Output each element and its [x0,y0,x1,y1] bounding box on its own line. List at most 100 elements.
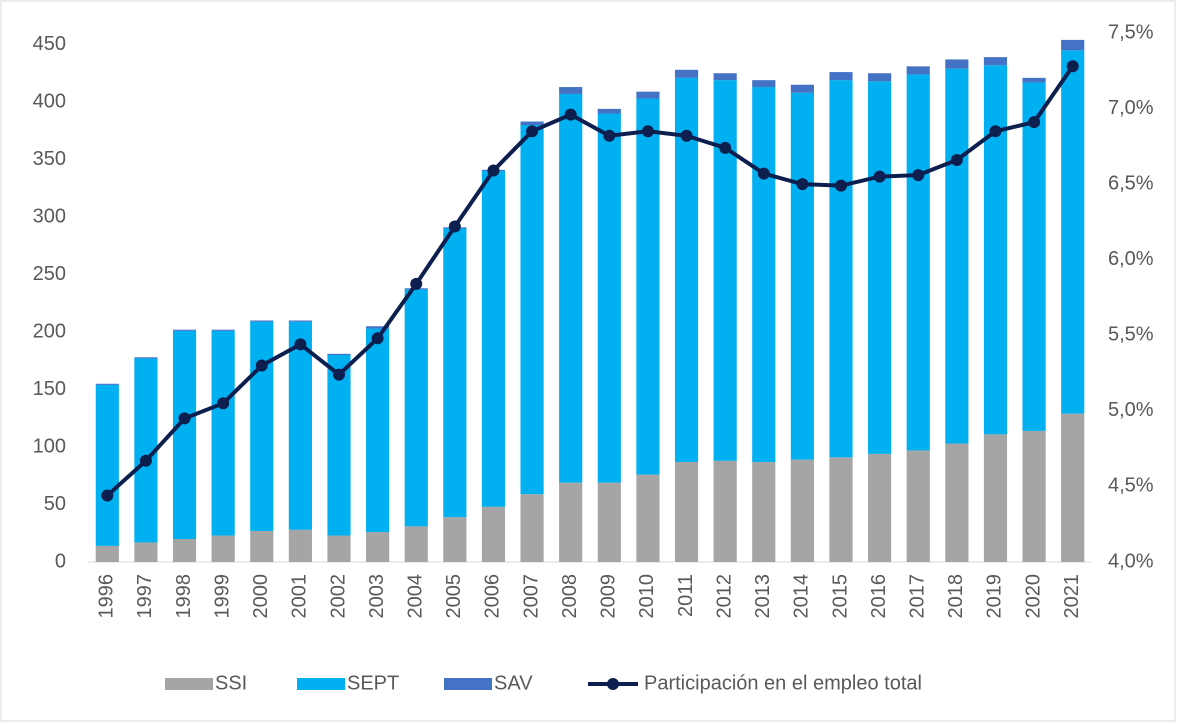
bar [559,482,583,562]
bar [906,450,930,562]
line-marker [835,179,847,192]
bar [597,482,621,562]
bar [636,98,660,475]
line-marker [603,129,616,142]
bar [520,121,544,125]
x-tick-label: 2014 [791,574,813,619]
bar [945,68,969,444]
bar [829,457,853,562]
bar [288,529,312,562]
bar [752,87,776,462]
x-tick-label: 2006 [482,574,504,619]
y-tick-label: 50 [44,493,66,515]
x-tick-label: 2004 [405,574,427,619]
line-marker [101,489,114,502]
y2-tick-label: 6,0% [1108,248,1154,270]
x-tick-label: 2000 [250,574,272,619]
bar [945,59,969,69]
bar [327,353,351,355]
x-tick-label: 1999 [211,574,233,619]
bar [134,358,158,543]
x-tick-label: 2013 [752,574,774,619]
bar [134,357,158,359]
bar [559,93,583,483]
line-marker [1028,116,1041,129]
legend-swatch-marker [607,678,619,690]
x-tick-label: 2012 [713,574,735,619]
line-marker [487,164,500,177]
line-marker [680,129,693,142]
bar [211,329,235,331]
legend-swatch [297,678,345,690]
bar [288,321,312,530]
line-marker [719,141,732,154]
line-marker [255,359,268,372]
bar [95,383,119,385]
line-marker [294,338,307,351]
bar [172,330,197,539]
bar [674,69,699,78]
y2-tick-label: 7,5% [1108,21,1154,43]
bar [906,66,930,75]
bar [211,330,235,536]
y-tick-label: 450 [33,33,66,55]
x-tick-label: 1998 [173,574,195,619]
line-marker [333,368,345,381]
x-tick-label: 2009 [598,574,620,619]
line-marker [757,167,770,180]
y-tick-label: 300 [33,205,66,227]
bar [443,517,467,562]
bar [636,474,660,562]
bar [95,545,119,562]
x-tick-label: 2003 [366,574,388,619]
legend-swatch [165,678,213,690]
line-marker [873,170,886,183]
x-tick-label: 1996 [96,574,118,619]
bar [752,461,776,562]
bar [597,113,621,483]
x-tick-label: 2001 [289,574,311,619]
bar [443,228,467,518]
bar [481,506,506,562]
x-tick-label: 2005 [443,574,465,619]
line-marker [1066,60,1079,73]
y-tick-label: 350 [33,148,66,170]
bar [327,355,351,536]
y2-tick-label: 6,5% [1108,172,1154,194]
bar [134,542,158,562]
legend-label: Participación en el empleo total [644,672,922,694]
bar [327,535,351,562]
bar [829,80,853,458]
y2-tick-label: 4,5% [1108,475,1154,497]
bar [790,84,814,93]
line-marker [410,277,423,290]
bar [520,125,544,495]
line-marker [989,125,1002,138]
bar [481,171,506,507]
line-marker [641,125,654,138]
bar [945,443,969,562]
bar [1022,77,1046,83]
x-tick-label: 2002 [327,574,349,619]
bar [983,65,1008,435]
bar [404,289,428,527]
line-marker [526,125,539,138]
bar [172,329,197,331]
bar [674,77,699,462]
y-tick-label: 250 [33,263,66,285]
bar [636,91,660,99]
bar [713,460,737,562]
bar [983,434,1008,562]
bar [829,72,853,81]
line-marker [564,108,577,121]
legend-label: SAV [494,672,533,694]
x-tick-label: 2019 [984,574,1006,619]
bar [559,87,583,94]
y2-tick-label: 5,5% [1108,324,1154,346]
bar [1022,430,1046,562]
y-tick-label: 150 [33,378,66,400]
line-marker [796,178,809,191]
bar [597,108,621,114]
x-tick-label: 2008 [559,574,581,619]
